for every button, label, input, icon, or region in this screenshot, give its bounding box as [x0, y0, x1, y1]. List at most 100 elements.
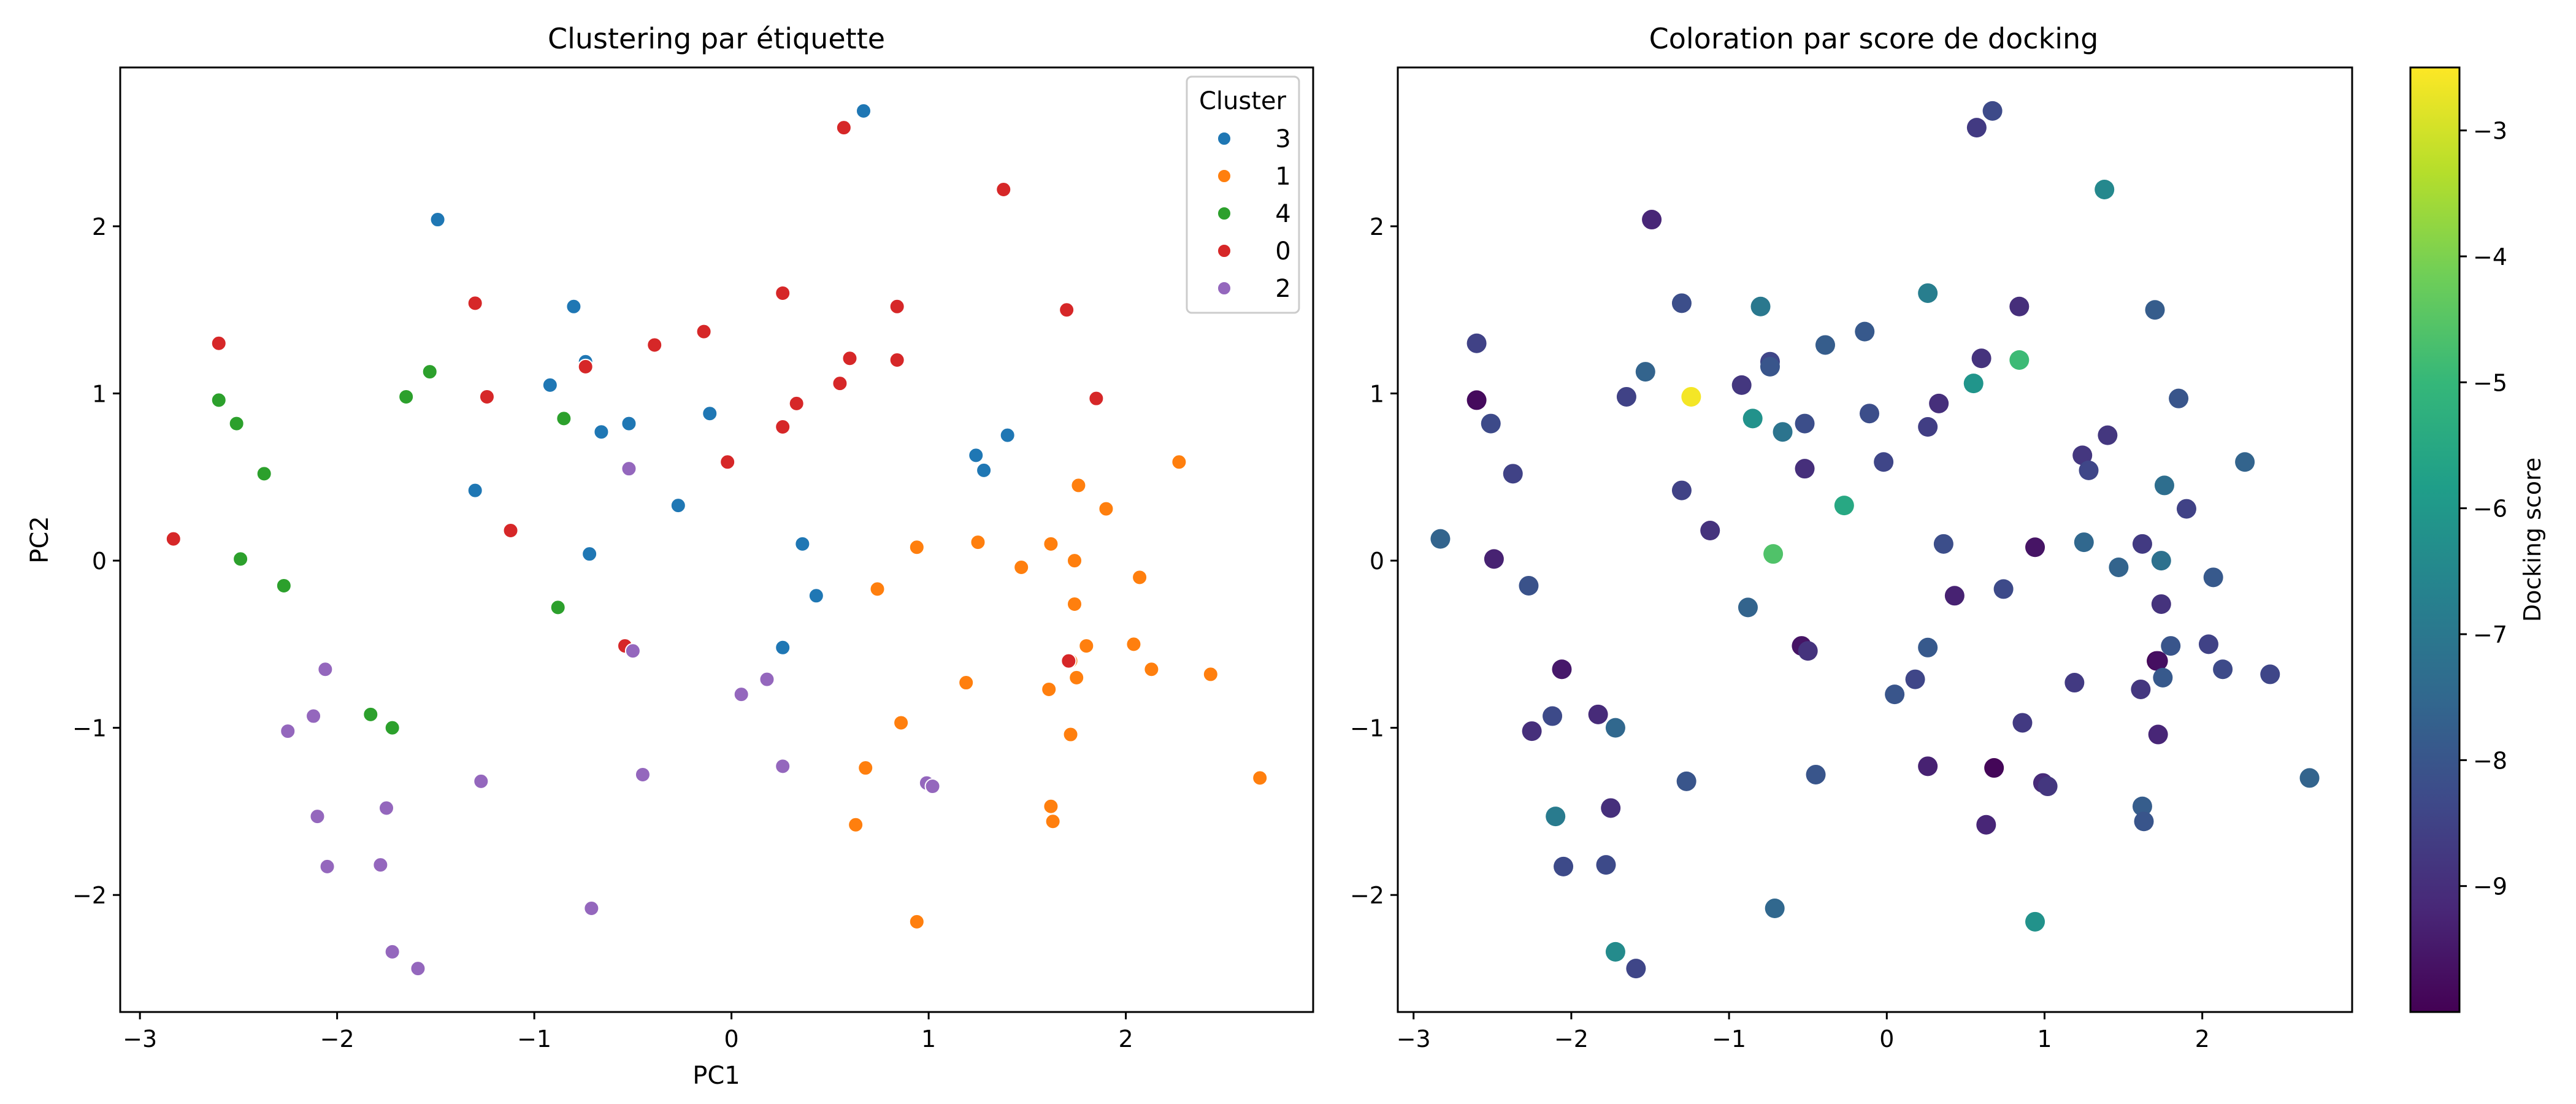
cluster-2-point: [733, 686, 749, 703]
cluster-legend-title: Cluster: [1199, 87, 1287, 115]
colorbar-tick-label: −8: [2473, 747, 2507, 774]
cluster-3-point: [467, 482, 483, 499]
cluster-4-point: [421, 364, 438, 380]
docking-point: [2148, 724, 2168, 745]
docking-point: [1738, 597, 1758, 618]
docking-point: [1834, 496, 1854, 516]
docking-chart-y-tick-label: 0: [1370, 548, 1384, 575]
docking-point: [1519, 575, 1539, 596]
cluster-0-point: [210, 335, 227, 351]
docking-point: [1929, 393, 1949, 413]
cluster-1-point: [1171, 454, 1187, 470]
cluster-1-point: [908, 913, 925, 930]
docking-point: [1944, 586, 1965, 606]
cluster-0-point: [889, 298, 905, 315]
docking-colorbar: −3 −4 −5 −6 −7 −8 −9 Docking score: [2409, 66, 2546, 1013]
cluster-2-point: [317, 661, 334, 678]
cluster-1-point: [1043, 535, 1059, 552]
docking-point: [1430, 529, 1451, 549]
docking-point: [1671, 293, 1692, 313]
cluster-2-point: [775, 758, 791, 775]
cluster-2-point: [621, 461, 637, 477]
cluster-0-point: [478, 388, 495, 405]
cluster-1-point: [958, 675, 975, 691]
docking-point: [2213, 659, 2233, 680]
docking-point: [2161, 636, 2181, 656]
cluster-3-point: [581, 546, 598, 562]
cluster-4-point: [275, 577, 292, 594]
cluster-1-point: [1041, 681, 1057, 697]
docking-point: [1466, 390, 1487, 410]
cluster-2-point: [583, 900, 600, 917]
docking-point: [2009, 296, 2030, 316]
docking-point: [2131, 679, 2151, 699]
cluster-2-point: [624, 643, 641, 659]
docking-point: [2299, 768, 2320, 788]
docking-point: [2169, 388, 2189, 408]
cluster-1-point: [1043, 798, 1059, 815]
docking-point: [1971, 348, 1991, 369]
docking-point: [2198, 634, 2218, 654]
colorbar-tick-label: −4: [2473, 243, 2507, 270]
docking-point: [2176, 499, 2196, 519]
cluster-1-point: [1078, 638, 1095, 654]
docking-point: [1966, 118, 1987, 138]
cluster-4-point: [384, 719, 401, 736]
cluster-2-point: [305, 708, 322, 724]
cluster-0-point: [646, 337, 663, 353]
docking-point: [1546, 807, 1566, 827]
docking-point: [2025, 911, 2045, 932]
docking-chart-points: [1430, 101, 2320, 979]
docking-chart-x-tick-label: −1: [1712, 1025, 1746, 1052]
cluster-0-point: [1059, 302, 1075, 318]
docking-point: [1984, 758, 2004, 778]
docking-chart-x-tick-label: 0: [1879, 1025, 1894, 1052]
legend-label-cluster-4: 4: [1275, 200, 1290, 228]
legend-marker-cluster-1: [1217, 169, 1232, 183]
colorbar-tick-label: −3: [2473, 118, 2507, 145]
docking-chart-x-tick-label: 2: [2195, 1025, 2210, 1052]
cluster-3-point: [565, 298, 582, 315]
cluster-1-point: [1125, 636, 1142, 653]
docking-point: [1596, 855, 1616, 875]
cluster-1-point: [1068, 669, 1085, 686]
cluster-chart-plot-frame: [119, 66, 1314, 1013]
docking-point: [1976, 815, 1996, 835]
cluster-1-point: [1062, 726, 1079, 743]
cluster-1-point: [1098, 500, 1114, 517]
docking-point: [2037, 776, 2058, 797]
cluster-3-point: [429, 212, 446, 228]
docking-point: [1765, 899, 1785, 919]
docking-point: [2154, 475, 2174, 496]
colorbar-tick-label: −9: [2473, 873, 2507, 900]
docking-point: [1933, 534, 1953, 554]
docking-point: [2203, 567, 2223, 588]
docking-point: [2151, 551, 2171, 571]
docking-point: [2145, 300, 2165, 320]
cluster-3-point: [856, 102, 872, 119]
docking-point: [1993, 579, 2014, 599]
cluster-4-point: [556, 410, 572, 427]
docking-point: [2064, 673, 2085, 693]
cluster-4-point: [210, 392, 227, 408]
docking-point: [1798, 641, 1818, 661]
cluster-2-point: [319, 858, 335, 875]
legend-marker-cluster-4: [1217, 206, 1232, 221]
docking-point: [1588, 704, 1608, 724]
colorbar-tick-label: −6: [2473, 496, 2507, 523]
docking-chart-y-tick-label: 2: [1370, 213, 1384, 240]
docking-point: [1918, 637, 1938, 657]
cluster-0-point: [832, 375, 848, 392]
cluster-chart-x-tick-label: 1: [921, 1025, 936, 1052]
docking-point: [1731, 375, 1752, 395]
cluster-0-point: [889, 351, 905, 368]
cluster-1-point: [857, 760, 874, 776]
cluster-0-point: [788, 395, 805, 412]
docking-point: [1601, 798, 1621, 818]
cluster-chart-y-tick-label: 0: [92, 548, 107, 575]
cluster-0-point: [719, 454, 736, 470]
cluster-1-point: [1045, 813, 1061, 830]
docking-point: [1742, 408, 1763, 429]
cluster-2-point: [924, 778, 941, 795]
cluster-chart-x-ticks: −3 −2 −1 0 1 2: [123, 1012, 1133, 1052]
